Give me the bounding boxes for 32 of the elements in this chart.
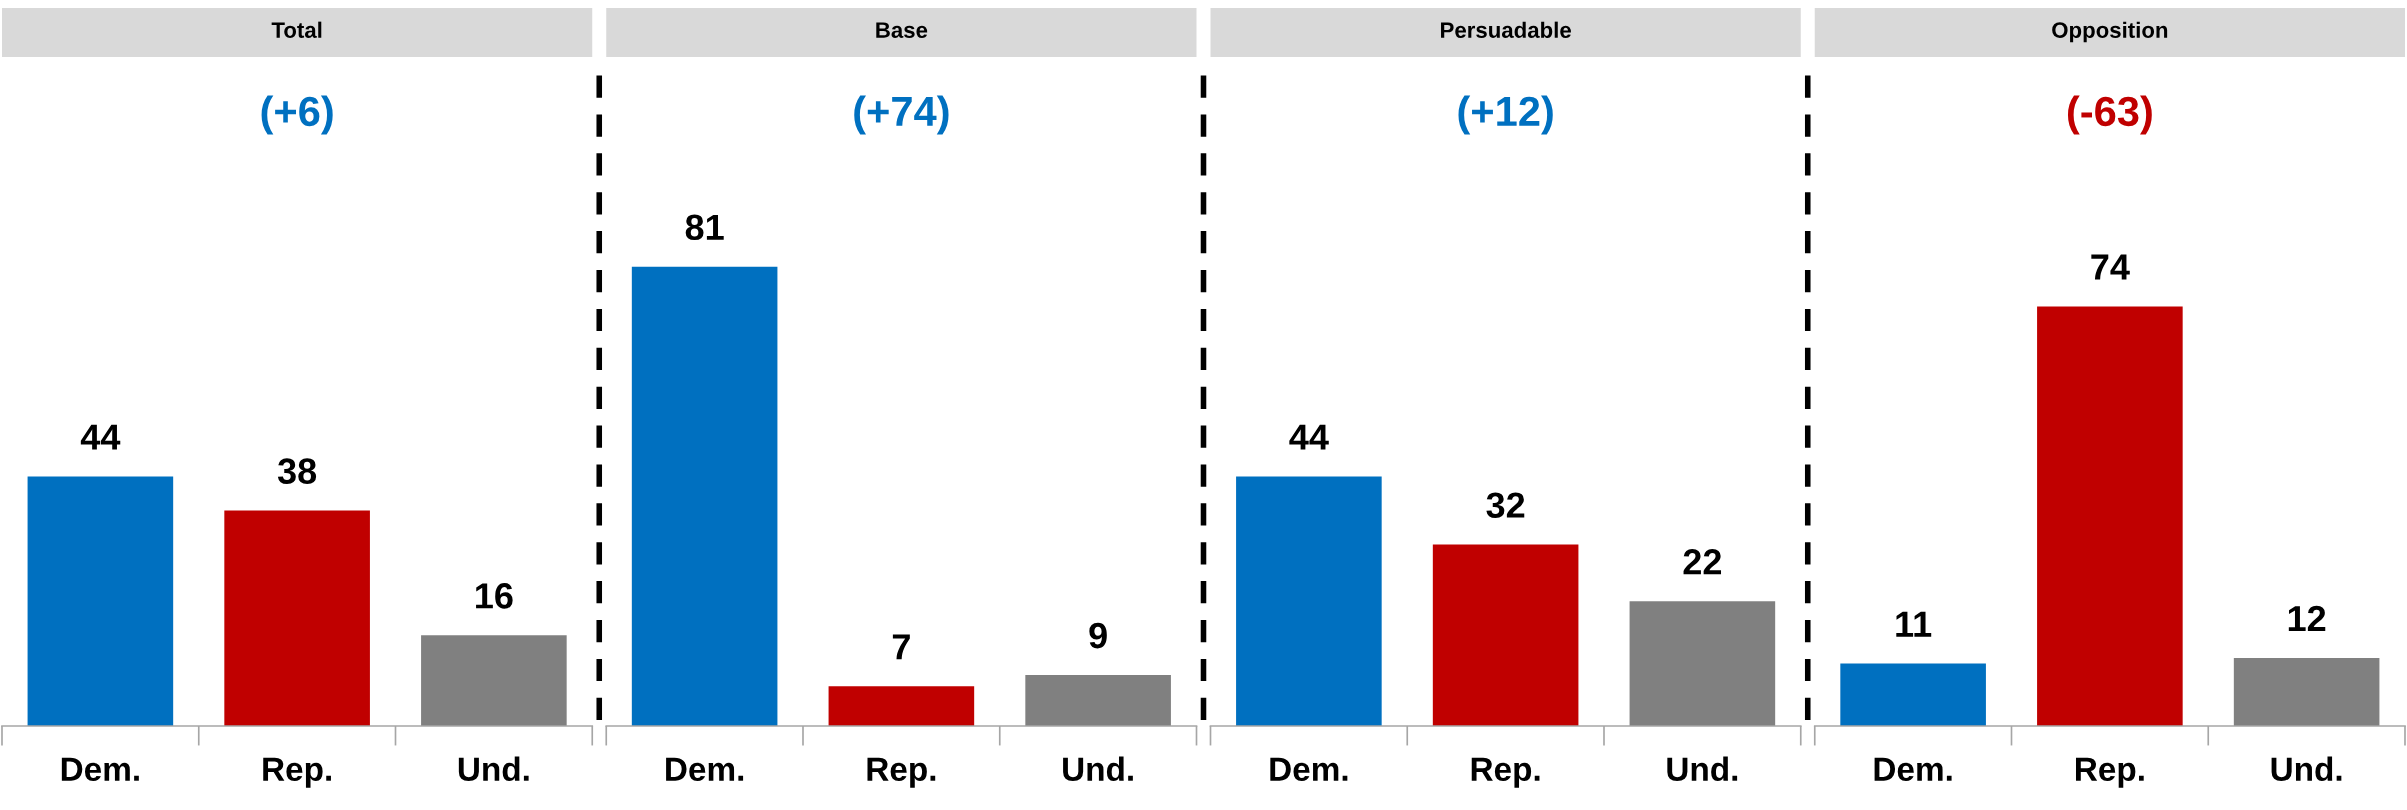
data-label: 81 [685,214,724,241]
x-tick-label: Rep. [263,757,331,788]
x-tick-label: Dem. [61,757,139,782]
x-tick-label: Rep. [2075,757,2144,788]
data-label: 22 [1683,549,1722,575]
x-tick-label: Rep. [1471,757,1540,788]
x-tick-label: Und. [2271,756,2342,782]
data-label: 74 [2091,254,2130,280]
x-tick-label: Und. [458,756,529,782]
data-label: 32 [1486,492,1525,519]
x-tick-label: Und. [1063,756,1133,782]
data-label: 38 [277,458,317,484]
chart-subtitle: (+74) [854,95,949,135]
data-label: 44 [80,424,121,450]
chart-title: Persuadable [1441,21,1571,38]
chart-title: Opposition [2052,21,2168,43]
chart-title: Base [876,22,928,38]
data-label: 44 [1289,424,1329,450]
data-label: 9 [1089,622,1107,649]
chart-subtitle: (+12) [1458,95,1553,135]
x-tick-label: Dem. [666,757,744,782]
data-label: 16 [476,583,513,609]
data-label: 7 [892,634,910,660]
chart-title: Total [271,21,322,38]
data-label: 12 [2288,605,2326,632]
x-tick-label: Und. [1667,756,1738,782]
chart-subtitle: (-63) [2067,95,2152,135]
x-tick-label: Rep. [867,757,936,788]
data-label: 11 [1896,611,1932,637]
x-tick-label: Dem. [1874,757,1952,782]
x-tick-label: Dem. [1270,757,1348,782]
chart-subtitle: (+6) [261,95,333,135]
